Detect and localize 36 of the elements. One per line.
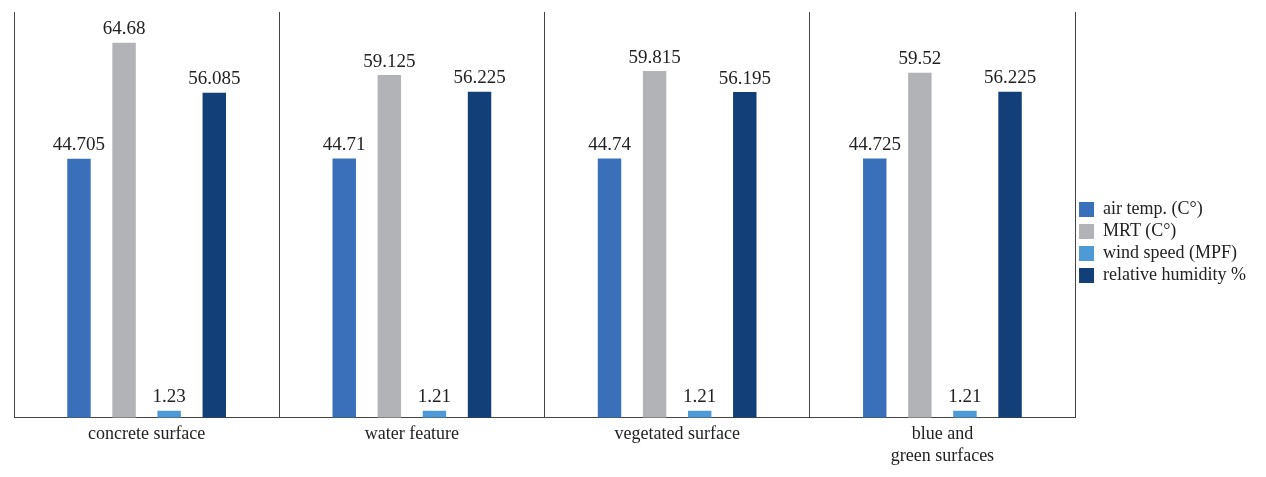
bar [642, 71, 667, 418]
legend-label: relative humidity % [1103, 264, 1247, 285]
bar [908, 72, 932, 418]
x-tick-label: concrete surface [87, 423, 206, 444]
bar [202, 92, 226, 418]
x-tick-label: water feature [364, 423, 460, 444]
bar [377, 75, 402, 418]
legend-label: air temp. (C°) [1103, 198, 1203, 220]
data-label: 1.23 [152, 385, 186, 407]
data-label: 64.68 [102, 17, 146, 39]
data-label: 44.74 [588, 132, 632, 154]
data-label: 1.21 [683, 385, 717, 407]
bar [863, 158, 887, 418]
legend-label: wind speed (MPF) [1103, 242, 1238, 264]
bar [597, 158, 622, 418]
data-label: 56.085 [188, 67, 241, 89]
x-tick-label: vegetated surface [614, 423, 740, 444]
data-label: 59.52 [898, 47, 942, 69]
data-label: 1.21 [417, 385, 452, 407]
bar [112, 42, 136, 418]
bar [67, 158, 91, 418]
data-label: 44.705 [52, 133, 106, 155]
data-label: 56.225 [453, 66, 506, 88]
bar [998, 91, 1022, 418]
bar [733, 92, 757, 418]
data-label: 56.195 [718, 66, 771, 88]
bar [332, 158, 356, 418]
data-label: 44.71 [322, 133, 366, 155]
bar [467, 91, 492, 418]
data-label: 44.725 [848, 133, 901, 155]
data-label: 1.21 [948, 385, 982, 407]
data-label: 56.225 [983, 66, 1037, 88]
data-label: 59.815 [628, 45, 681, 67]
data-label: 59.125 [363, 49, 416, 71]
x-tick-label: blue and green surfaces [890, 423, 995, 465]
legend-label: MRT (C°) [1103, 220, 1177, 242]
